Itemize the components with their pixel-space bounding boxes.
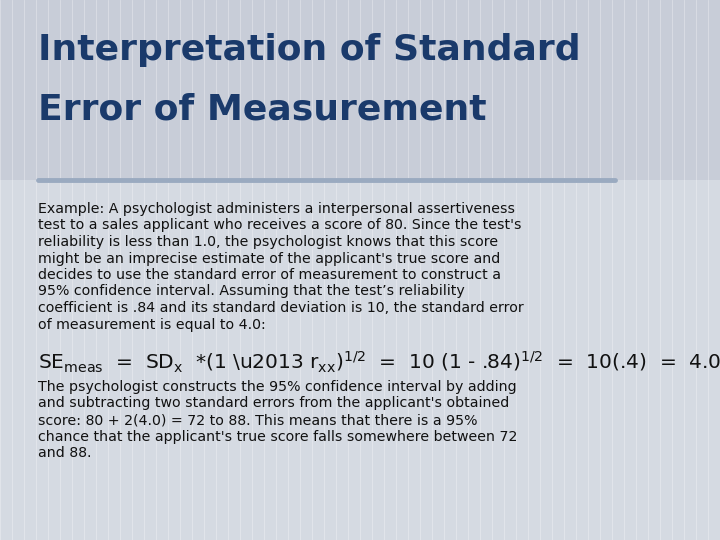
Text: Example: A psychologist administers a interpersonal assertiveness: Example: A psychologist administers a in…	[38, 202, 515, 216]
Text: decides to use the standard error of measurement to construct a: decides to use the standard error of mea…	[38, 268, 501, 282]
Text: coefficient is .84 and its standard deviation is 10, the standard error: coefficient is .84 and its standard devi…	[38, 301, 523, 315]
Text: SE$_{\rm meas}$  =  SD$_{\rm x}$  *(1 \u2013 r$_{\rm xx}$)$^{\rm 1/2}$  =  10 (1: SE$_{\rm meas}$ = SD$_{\rm x}$ *(1 \u201…	[38, 350, 720, 375]
Text: 95% confidence interval. Assuming that the test’s reliability: 95% confidence interval. Assuming that t…	[38, 285, 464, 299]
Text: of measurement is equal to 4.0:: of measurement is equal to 4.0:	[38, 318, 266, 332]
Text: chance that the applicant's true score falls somewhere between 72: chance that the applicant's true score f…	[38, 429, 518, 443]
Text: might be an imprecise estimate of the applicant's true score and: might be an imprecise estimate of the ap…	[38, 252, 500, 266]
Text: and subtracting two standard errors from the applicant's obtained: and subtracting two standard errors from…	[38, 396, 509, 410]
Text: Interpretation of Standard: Interpretation of Standard	[38, 33, 580, 67]
Bar	[0, 180, 720, 540]
Text: Error of Measurement: Error of Measurement	[38, 93, 487, 127]
Text: score: 80 + 2(4.0) = 72 to 88. This means that there is a 95%: score: 80 + 2(4.0) = 72 to 88. This mean…	[38, 413, 477, 427]
Text: and 88.: and 88.	[38, 446, 91, 460]
Text: reliability is less than 1.0, the psychologist knows that this score: reliability is less than 1.0, the psycho…	[38, 235, 498, 249]
Bar	[0, 0, 720, 180]
Text: The psychologist constructs the 95% confidence interval by adding: The psychologist constructs the 95% conf…	[38, 380, 517, 394]
Text: test to a sales applicant who receives a score of 80. Since the test's: test to a sales applicant who receives a…	[38, 219, 521, 233]
